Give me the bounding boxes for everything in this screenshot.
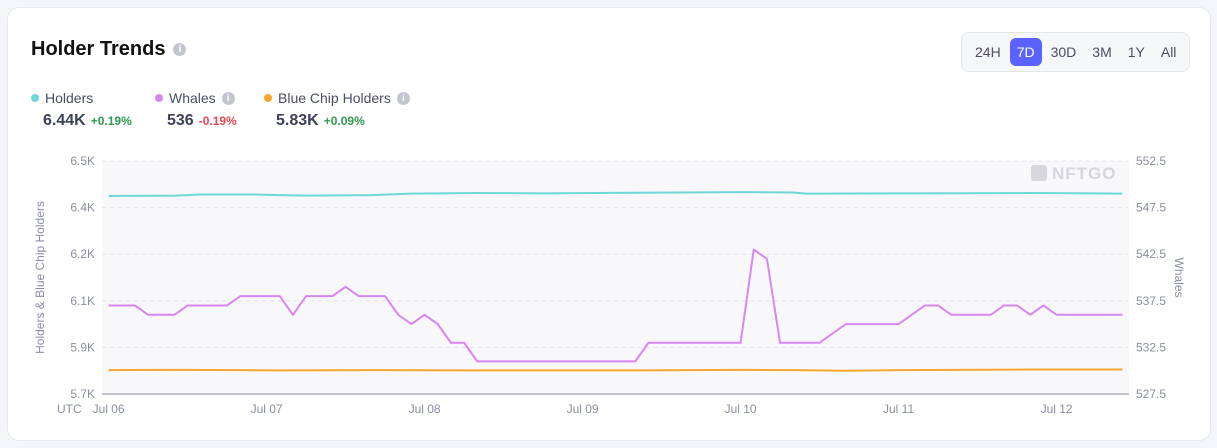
plot-area: [102, 161, 1129, 394]
y-left-tick-label: 5.7K: [70, 387, 95, 401]
nftgo-logo-icon: [1031, 165, 1047, 181]
holder-trends-chart: 5.7K 527.5 5.9K 532.5 6.1K 537.5 6.2K 542.5 6.4K…: [33, 154, 1186, 416]
range-30d[interactable]: 30D: [1050, 44, 1077, 60]
info-icon[interactable]: i: [396, 91, 410, 105]
x-axis-label: UTC: [57, 402, 82, 416]
legend-dot: [264, 94, 272, 102]
legend-value: 5.83K: [276, 112, 319, 129]
range-24h[interactable]: 24H: [975, 44, 1001, 60]
x-tick-label: Jul 10: [725, 402, 757, 416]
info-icon[interactable]: i: [173, 43, 187, 56]
y-left-tick-label: 6.2K: [70, 247, 95, 261]
legend-change: -0.19%: [198, 114, 237, 128]
legend-holders[interactable]: Holders 6.44K +0.19%: [31, 90, 132, 130]
legend-change: +0.09%: [323, 114, 365, 128]
x-tick-label: Jul 12: [1041, 402, 1073, 416]
y-left-tick-label: 6.5K: [70, 154, 95, 168]
legend-label: Blue Chip Holders: [278, 90, 391, 106]
y-left-tick-label: 6.1K: [70, 294, 95, 308]
y-right-tick-label: 542.5: [1136, 247, 1166, 261]
holder-trends-card: Holder Trends i 24H 7D 30D 3M 1Y All Holders …: [7, 7, 1211, 441]
watermark: NFTGO: [1052, 164, 1117, 183]
legend-dot: [155, 94, 163, 102]
series-line-whales: [108, 248, 1123, 363]
y-left-tick-label: 5.9K: [70, 340, 95, 354]
x-tick-label: Jul 11: [883, 402, 914, 416]
x-tick-label: Jul 06: [93, 402, 125, 416]
range-all[interactable]: All: [1160, 44, 1177, 60]
legend-blue-chip-holders[interactable]: Blue Chip Holders i 5.83K +0.09%: [264, 90, 410, 130]
x-tick-label: Jul 07: [251, 402, 283, 416]
x-tick-label: Jul 08: [409, 402, 441, 416]
card-title: Holder Trends i: [31, 38, 187, 61]
y-left-tick-label: 6.4K: [70, 201, 95, 215]
legend-change: +0.19%: [90, 114, 132, 128]
x-tick-label: Jul 09: [567, 402, 599, 416]
range-1y[interactable]: 1Y: [1127, 44, 1145, 60]
range-3m[interactable]: 3M: [1092, 44, 1112, 60]
legend-label: Holders: [45, 90, 94, 106]
legend-whales[interactable]: Whales i 536 -0.19%: [155, 90, 237, 130]
y-right-tick-label: 532.5: [1136, 340, 1166, 354]
legend-label: Whales: [169, 90, 216, 106]
info-icon[interactable]: i: [221, 91, 235, 105]
range-7d[interactable]: 7D: [1009, 38, 1042, 66]
y-right-tick-label: 552.5: [1136, 154, 1166, 168]
y-right-tick-label: 527.5: [1136, 387, 1166, 401]
title-text: Holder Trends: [31, 38, 166, 60]
series-line-blue-chip-holders: [108, 368, 1123, 372]
legend-value: 6.44K: [43, 112, 86, 129]
time-range-selector: 24H 7D 30D 3M 1Y All: [961, 32, 1191, 72]
y-right-tick-label: 547.5: [1136, 201, 1166, 215]
series-line-holders: [108, 191, 1123, 197]
legend-dot: [31, 94, 39, 102]
y-right-tick-label: 537.5: [1136, 294, 1166, 308]
legend-value: 536: [167, 112, 194, 129]
y-right-axis-title: Whales: [1172, 257, 1186, 297]
y-left-axis-title: Holders & Blue Chip Holders: [33, 201, 47, 354]
